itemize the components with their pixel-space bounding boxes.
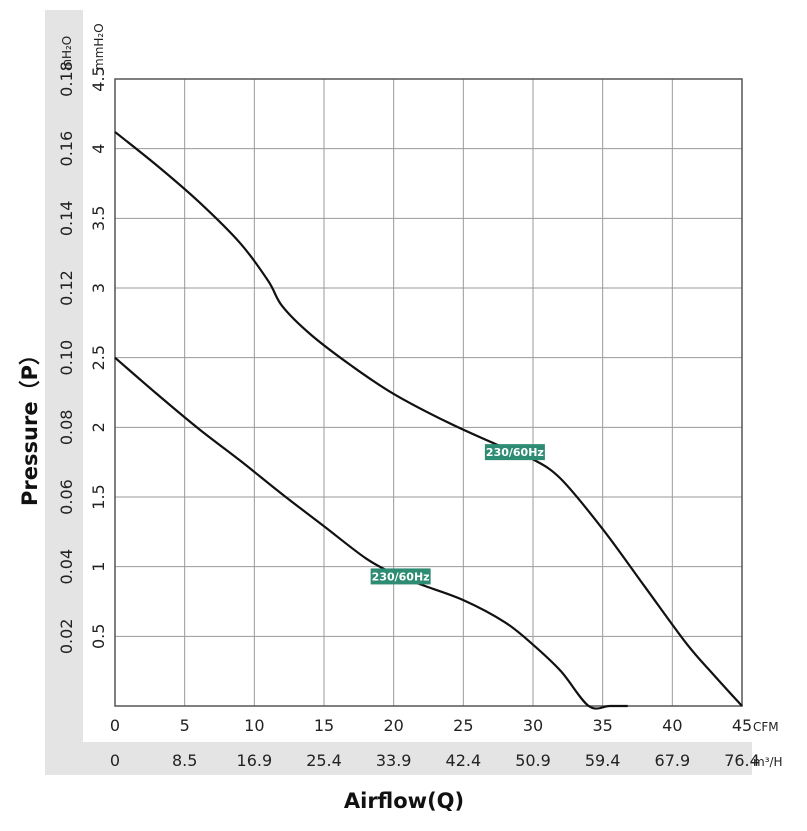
x-tick-cfm: 45 (732, 716, 752, 735)
x-tick-m3h: 33.9 (376, 751, 412, 770)
y-tick-inh2o: 0.18 (57, 61, 76, 97)
y-tick-inh2o: 0.06 (57, 479, 76, 515)
x-tick-m3h: 76.4 (724, 751, 760, 770)
y-tick-inh2o: 0.12 (57, 270, 76, 306)
x-tick-m3h: 0 (110, 751, 120, 770)
x-tick-cfm: 35 (592, 716, 612, 735)
series-badge-bg (370, 568, 431, 585)
secondary-y-band (45, 10, 83, 775)
y-tick-mmh2o: 0.5 (89, 624, 108, 649)
y-tick-inh2o: 0.14 (57, 201, 76, 237)
series-badge-bg (484, 444, 545, 461)
y-tick-mmh2o: 3.5 (89, 206, 108, 231)
x-tick-m3h: 59.4 (585, 751, 621, 770)
plot-border (114, 78, 743, 707)
y-tick-inh2o: 0.04 (57, 549, 76, 585)
y-axis-title: Pressure（P） (18, 344, 42, 506)
x-tick-cfm: 40 (662, 716, 682, 735)
x-tick-cfm: 20 (383, 716, 403, 735)
x-tick-cfm: 15 (314, 716, 334, 735)
y-tick-mmh2o: 4.5 (89, 66, 108, 91)
y-unit-mmh2o: mmH₂O (92, 23, 106, 70)
tick-labels: 0 5 10 15 20 25 30 35 40 45 0 8.5 16.9 25.4 33.9 42.4 50… (57, 61, 760, 770)
series-curve-1 (114, 131, 743, 707)
y-tick-mmh2o: 3 (89, 283, 108, 293)
x-axis-title: Airflow(Q) (344, 789, 464, 813)
x-tick-m3h: 16.9 (237, 751, 273, 770)
x-tick-m3h: 8.5 (172, 751, 197, 770)
series-badge-label: 230/60Hz (486, 446, 544, 459)
y-tick-inh2o: 0.10 (57, 340, 76, 376)
x-tick-m3h: 67.9 (655, 751, 691, 770)
curve-badges: 230/60Hz 230/60Hz (370, 444, 545, 585)
y-tick-mmh2o: 1.5 (89, 484, 108, 509)
y-tick-mmh2o: 2.5 (89, 345, 108, 370)
secondary-x-band (45, 742, 752, 775)
x-tick-cfm: 25 (453, 716, 473, 735)
x-unit-cfm: CFM (753, 720, 779, 734)
x-tick-cfm: 0 (110, 716, 120, 735)
y-tick-inh2o: 0.02 (57, 619, 76, 655)
y-tick-mmh2o: 4 (89, 144, 108, 154)
x-tick-m3h: 42.4 (446, 751, 482, 770)
x-tick-m3h: 25.4 (306, 751, 342, 770)
series-badge-label: 230/60Hz (372, 570, 430, 583)
y-unit-inh2o: inH₂O (60, 36, 74, 70)
y-tick-mmh2o: 2 (89, 422, 108, 432)
y-tick-inh2o: 0.08 (57, 410, 76, 446)
y-tick-mmh2o: 1 (89, 562, 108, 572)
x-tick-m3h: 50.9 (515, 751, 551, 770)
y-tick-inh2o: 0.16 (57, 131, 76, 167)
x-tick-cfm: 30 (523, 716, 543, 735)
x-unit-m3h: m³/H (753, 755, 783, 769)
grid (114, 78, 743, 707)
x-tick-cfm: 10 (244, 716, 264, 735)
x-tick-cfm: 5 (180, 716, 190, 735)
plot-area (115, 79, 742, 706)
